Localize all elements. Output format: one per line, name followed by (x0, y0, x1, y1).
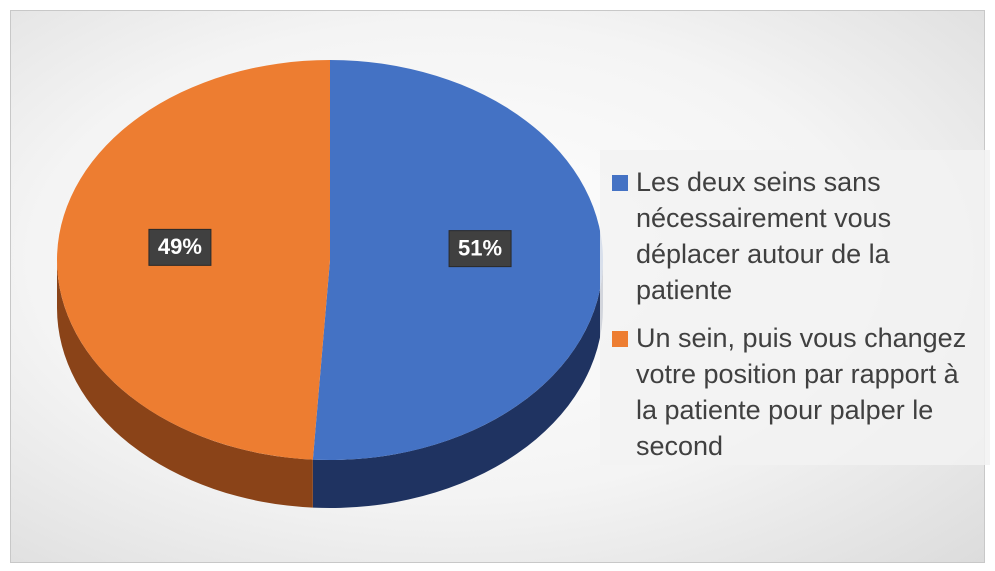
legend-label: Les deux seins sans nécessairement vous … (636, 167, 892, 305)
pie-side (312, 260, 603, 508)
data-label-box (148, 228, 212, 266)
pie-side (57, 260, 313, 508)
legend-swatch (612, 331, 628, 347)
data-label: 49% (158, 234, 202, 259)
legend-label: Un sein, puis vous changez votre positio… (636, 323, 967, 461)
legend-swatch (612, 175, 628, 191)
data-label: 51% (458, 235, 502, 260)
legend: Les deux seins sans nécessairement vous … (600, 150, 990, 465)
data-label-box (448, 230, 512, 268)
